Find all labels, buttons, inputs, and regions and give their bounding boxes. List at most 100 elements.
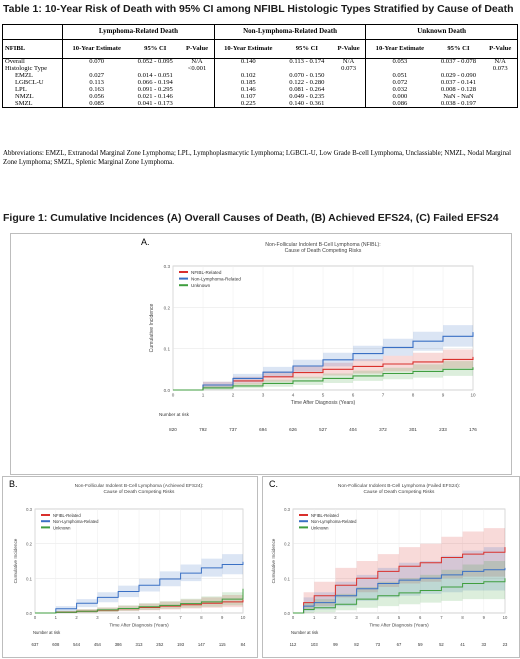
table-cell: 0.041 - 0.173: [130, 100, 181, 109]
table-cell: 0.038 - 0.197: [433, 100, 484, 109]
x-tick-label: 1: [55, 615, 58, 620]
table-cell: [483, 79, 519, 87]
results-table: Lymphoma-Related Death Non-Lymphoma-Rela…: [1, 24, 519, 109]
y-axis-label: Cumulative Incidence: [271, 538, 276, 583]
table-cell: 0.070: [89, 58, 105, 65]
y-tick-label: 0.3: [164, 264, 171, 269]
x-tick-label: 6: [352, 393, 355, 398]
table-row: EMZL 0.027 0.014 - 0.051 0.102 0.070 - 0.150…: [1, 71, 519, 80]
y-axis-label: Cumulative Incidence: [149, 303, 155, 352]
y-tick-label: 0.3: [26, 507, 32, 512]
at-risk-count: 792: [199, 427, 207, 432]
group-header-nonlymphoma: Non-Lymphoma-Related Death: [214, 24, 367, 40]
table-cell: [180, 86, 215, 94]
table-cell: [331, 79, 367, 87]
table-cell: 0.086: [365, 100, 434, 109]
table-cell: 0.113 - 0.174: [289, 58, 325, 65]
col-pvalue: P-Value: [483, 39, 519, 59]
table-cell: 0.029 - 0.090: [440, 71, 477, 79]
table-cell: [331, 100, 367, 109]
table-corner: [1, 24, 64, 40]
at-risk-count: 313: [136, 642, 144, 647]
x-tick-label: 10: [503, 615, 508, 620]
at-risk-count: 454: [94, 642, 102, 647]
table-cell: 0.027: [89, 71, 105, 79]
x-tick-label: 5: [322, 393, 325, 398]
table-cell: 0.052 - 0.095: [137, 58, 173, 65]
table-cell: [180, 79, 215, 87]
table-cell: [483, 93, 519, 101]
col-pvalue: P-Value: [180, 39, 215, 59]
at-risk-count: 386: [115, 642, 123, 647]
legend-label: Non-Lymphoma-Related: [311, 519, 357, 524]
table-cell: 0.032: [392, 85, 408, 93]
table-cell: 0.122 - 0.280: [289, 78, 325, 86]
y-tick-label: 0.2: [164, 305, 171, 310]
at-risk-count: 52: [439, 642, 444, 647]
table-cell: 0.037 - 0.078: [440, 58, 477, 65]
x-tick-label: 3: [96, 615, 99, 620]
table-cell: 0.113: [89, 78, 104, 86]
series-line: [173, 367, 474, 391]
legend-label: Non-Lymphoma-Related: [191, 277, 241, 282]
y-tick-label: 0.2: [26, 542, 32, 547]
y-tick-label: 0.0: [164, 388, 171, 393]
x-tick-label: 5: [138, 615, 141, 620]
table-row: Overall 0.070 0.052 - 0.095 N/A 0.140 0.113 -…: [1, 58, 519, 66]
at-risk-count: 147: [198, 642, 206, 647]
table-cell: 0.163: [89, 85, 105, 93]
risk-table-label: Number at risk: [159, 412, 190, 417]
series-line: [293, 547, 506, 614]
table-cell: 0.066 - 0.194: [137, 78, 173, 86]
chart-subtitle: Cause of Death Competing Risks: [104, 489, 176, 495]
table-title: Table 1: 10-Year Risk of Death with 95% …: [3, 3, 514, 15]
chart-panel-c: C. Non-Follicular Indolent B-Cell Lymphom…: [269, 479, 508, 647]
chart-title: Non-Follicular Indolent B-Cell Lymphoma …: [265, 242, 380, 248]
table-cell: 0.140: [240, 58, 256, 65]
at-risk-count: 404: [349, 427, 357, 432]
at-risk-count: 73: [375, 642, 380, 647]
chart-subtitle: Cause of Death Competing Risks: [364, 489, 436, 495]
at-risk-count: 82: [354, 642, 359, 647]
panel-letter: C.: [269, 479, 278, 489]
at-risk-count: 820: [169, 427, 177, 432]
table-cell: 0.072: [392, 78, 408, 86]
at-risk-count: 23: [503, 642, 508, 647]
x-tick-label: 2: [232, 393, 235, 398]
table-cell: [331, 72, 367, 80]
at-risk-count: 694: [259, 427, 267, 432]
at-risk-count: 301: [409, 427, 417, 432]
ci-band: [35, 592, 243, 613]
x-tick-label: 2: [334, 615, 337, 620]
at-risk-count: 176: [469, 427, 477, 432]
table-cell: 0.000: [392, 92, 408, 100]
chart-panel-b: B. Non-Follicular Indolent B-Cell Lymphom…: [9, 479, 246, 647]
table-cell: 0.049 - 0.235: [289, 92, 325, 100]
x-tick-label: 7: [382, 393, 385, 398]
legend-label: NFIBL-Related: [53, 513, 81, 518]
table-cell: 0.037 - 0.141: [440, 78, 477, 86]
row-label: NMZL: [1, 93, 64, 101]
legend-label: Unknown: [311, 525, 329, 530]
row-label: Histologic Type: [1, 65, 64, 73]
x-tick-label: 1: [202, 393, 205, 398]
at-risk-count: 84: [241, 642, 246, 647]
ci-band: [35, 549, 243, 613]
table-cell: 0.008 - 0.128: [440, 85, 477, 93]
x-tick-label: 3: [355, 615, 358, 620]
table-cell: NaN - NaN: [443, 92, 474, 100]
row-label: SMZL: [1, 100, 64, 109]
row-label: EMZL: [1, 72, 64, 80]
x-tick-label: 6: [419, 615, 422, 620]
table-cell: [331, 86, 367, 94]
series-line: [35, 561, 244, 614]
x-axis-label: Time After Diagnosis (Years): [109, 622, 169, 627]
x-tick-label: 8: [412, 393, 415, 398]
table-cell: 0.014 - 0.051: [137, 71, 173, 79]
table-row: LPL 0.163 0.091 - 0.295 0.146 0.081 - 0.264 0…: [1, 85, 519, 94]
series-line: [293, 578, 506, 614]
figure-panel-a: A. Non-Follicular Indolent B-Cell Lymphom…: [10, 233, 512, 475]
y-axis-label: Cumulative Incidence: [13, 538, 18, 583]
col-ci: 95% CI: [281, 39, 332, 59]
col-estimate: 10-Year Estimate: [62, 39, 131, 59]
